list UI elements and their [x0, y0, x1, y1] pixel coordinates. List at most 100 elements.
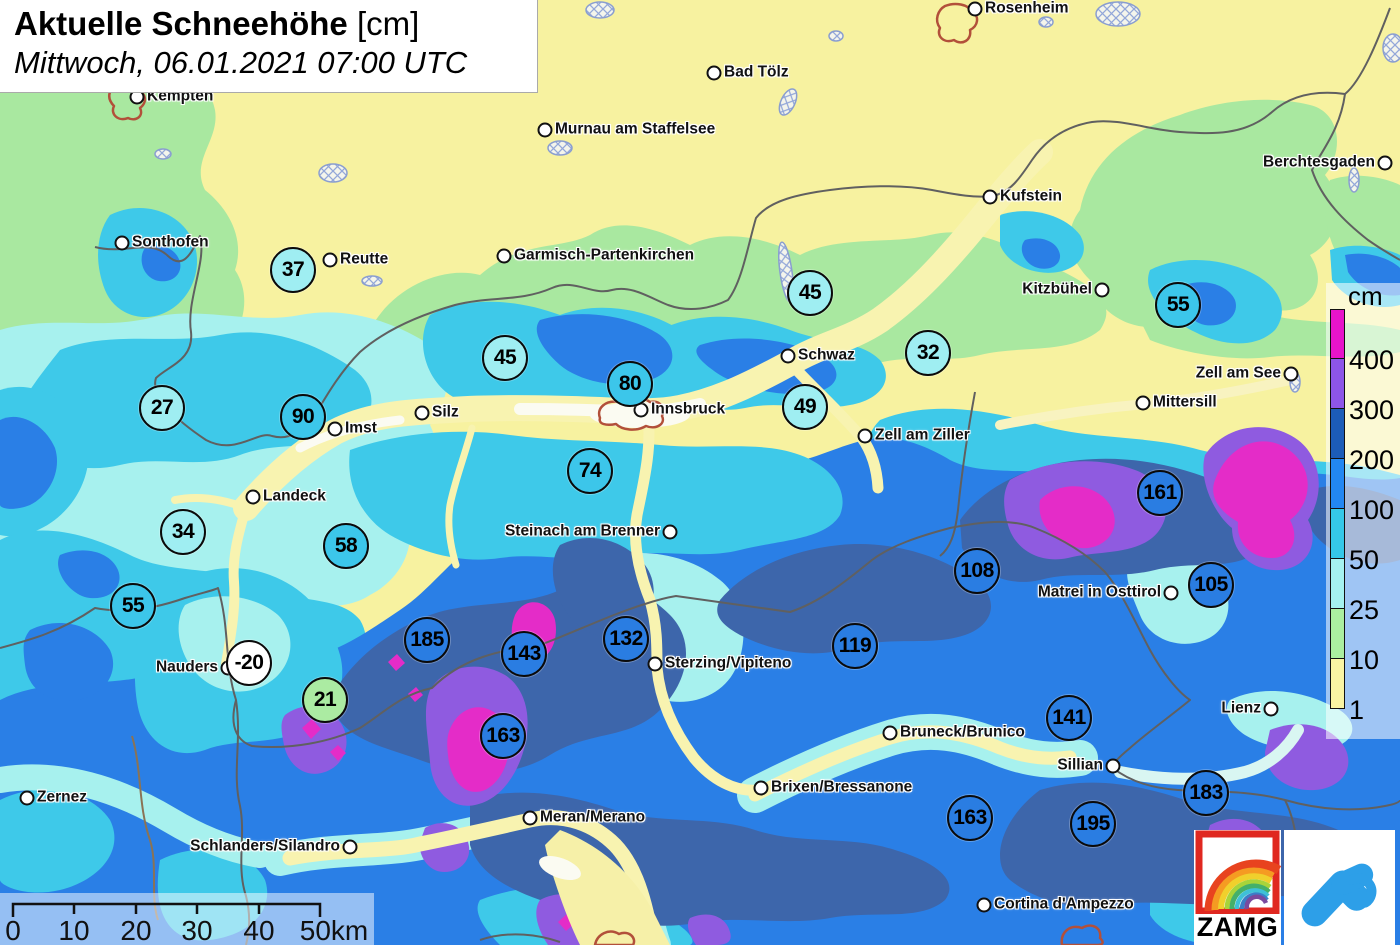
city-marker-icon [327, 421, 343, 437]
station-value-circle: 195 [1070, 801, 1116, 847]
city-name: Schlanders/Silandro [190, 837, 340, 855]
mountain-cloud-icon [1301, 863, 1376, 926]
city-name: Cortina d'Ampezzo [994, 895, 1134, 913]
city-marker-icon [1105, 758, 1121, 774]
station-value: 49 [793, 395, 817, 418]
station-value-circle: 34 [160, 509, 206, 555]
scale-label-30: 30 [181, 915, 212, 945]
map-valid-time: Mittwoch, 06.01.2021 07:00 UTC [14, 45, 468, 80]
legend-swatch-200 [1330, 409, 1345, 459]
legend-value: 10 [1349, 645, 1380, 675]
city-marker-icon [1377, 155, 1393, 171]
city-marker-icon [753, 780, 769, 796]
station-value: 45 [493, 346, 517, 369]
legend-entry: 25 [1330, 559, 1379, 624]
city-name: Schwaz [798, 346, 855, 364]
legend-value: 50 [1349, 545, 1380, 575]
station-value-circle: 74 [567, 448, 613, 494]
city-marker-icon [1135, 395, 1151, 411]
scale-label-0: 0 [5, 915, 21, 945]
station-value-circle: 32 [905, 330, 951, 376]
legend-swatch-25 [1330, 559, 1345, 609]
legend-value: 100 [1349, 495, 1395, 525]
scale-label-40: 40 [243, 915, 274, 945]
city-name: Meran/Merano [540, 808, 646, 826]
station-value: 21 [313, 688, 337, 711]
station-value-circle: 132 [603, 616, 649, 662]
city-marker-icon [496, 248, 512, 264]
city-name: Kitzbühel [1022, 280, 1092, 298]
station-value-circle: 49 [782, 384, 828, 430]
city-name: Nauders [155, 658, 218, 676]
station-value-circle: 58 [323, 523, 369, 569]
city-marker-icon [1094, 282, 1110, 298]
legend-color-bar: 400 300 200 100 50 25 [1330, 309, 1394, 724]
station-value: 27 [150, 396, 174, 419]
city-name: Silz [432, 403, 459, 421]
station-value: 163 [953, 806, 987, 829]
legend-entry: 300 [1330, 359, 1394, 424]
map-scale-bar: 0 10 20 30 40 50km [0, 893, 374, 945]
city-marker-icon [414, 405, 430, 421]
city-marker-icon [1283, 366, 1299, 382]
zamg-logo: ZAMG [1194, 830, 1282, 945]
city-marker-icon [342, 839, 358, 855]
zamg-rainbow-icon [1195, 830, 1282, 915]
station-value: 105 [1194, 573, 1228, 596]
city-name: Steinach am Brenner [504, 522, 660, 540]
legend-value: 400 [1349, 345, 1395, 375]
avalanche-service-logo [1284, 830, 1395, 945]
city-marker-icon [976, 897, 992, 913]
city-name: Zell am See [1195, 364, 1281, 382]
legend-swatch-400 [1330, 309, 1345, 359]
legend-unit-label: cm [1348, 281, 1383, 311]
legend-swatch-50 [1330, 509, 1345, 559]
city-name: Berchtesgaden [1263, 153, 1375, 171]
city-marker-icon [857, 428, 873, 444]
scale-label-20: 20 [120, 915, 151, 945]
station-value-circle: 163 [947, 795, 993, 841]
station-value-circle: 90 [280, 394, 326, 440]
station-value-circle: 143 [501, 631, 547, 677]
city-marker-icon [19, 790, 35, 806]
legend-swatch-300 [1330, 359, 1345, 409]
station-value: 74 [578, 459, 602, 482]
city-marker-icon [647, 656, 663, 672]
map-title-unit: [cm] [356, 5, 420, 42]
city-name: Imst [345, 419, 377, 437]
city-marker-icon [780, 348, 796, 364]
legend-value: 300 [1349, 395, 1395, 425]
station-value: 143 [507, 642, 541, 665]
map-title-box: Aktuelle Schneehöhe [cm] Mittwoch, 06.01… [0, 0, 538, 93]
city-name: Zell am Ziller [875, 426, 970, 444]
city-name: Murnau am Staffelsee [555, 120, 716, 138]
city-name: Brixen/Bressanone [771, 778, 913, 796]
legend-entry: 400 [1330, 309, 1394, 374]
city-name: Bad Tölz [724, 63, 789, 81]
station-value: 45 [798, 281, 822, 304]
station-value-circle: 45 [787, 270, 833, 316]
city-name: Mittersill [1153, 393, 1217, 411]
city-marker-icon [706, 65, 722, 81]
station-value: 55 [121, 594, 145, 617]
city-marker-icon [1163, 585, 1179, 601]
legend-swatch-1 [1330, 659, 1345, 709]
scale-label-50km: 50km [300, 915, 368, 945]
city-marker-icon [882, 725, 898, 741]
station-value: 183 [1189, 781, 1223, 804]
station-value: 90 [291, 405, 315, 428]
station-value-circle: 119 [832, 623, 878, 669]
city-marker-icon [662, 524, 678, 540]
city-marker-icon [967, 1, 983, 17]
station-value-circle: 141 [1046, 695, 1092, 741]
city-name: Rosenheim [985, 0, 1069, 17]
city-name: Bruneck/Brunico [900, 723, 1025, 741]
station-value: 37 [281, 258, 305, 281]
station-value-circle: -20 [226, 640, 272, 686]
legend-entry: 100 [1330, 459, 1394, 524]
station-value-circle: 185 [404, 617, 450, 663]
station-value: 195 [1076, 812, 1110, 835]
city-marker-icon [114, 235, 130, 251]
